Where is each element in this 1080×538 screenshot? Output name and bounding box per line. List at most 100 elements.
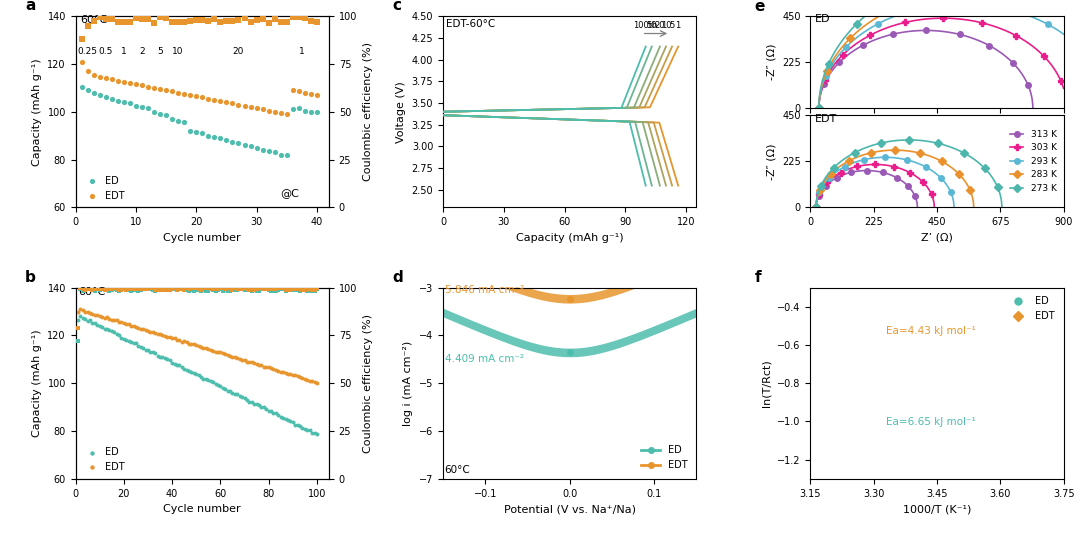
Point	[139, 285, 157, 294]
Point	[248, 287, 266, 295]
Point	[96, 286, 113, 294]
Point	[94, 323, 111, 331]
Point	[159, 355, 176, 364]
Point	[235, 284, 253, 292]
Point	[104, 327, 121, 336]
Point	[139, 327, 157, 335]
Legend: 313 K, 303 K, 293 K, 283 K, 273 K: 313 K, 303 K, 293 K, 283 K, 273 K	[1008, 127, 1059, 196]
Point	[180, 284, 198, 293]
Point	[157, 285, 174, 293]
Point	[245, 359, 262, 367]
Point	[265, 364, 282, 373]
Point	[226, 352, 243, 361]
Point	[265, 285, 282, 294]
Point	[212, 18, 229, 26]
Point	[77, 286, 94, 294]
Point	[176, 337, 193, 345]
Point	[272, 284, 289, 293]
Point	[276, 286, 294, 295]
Point	[274, 284, 292, 293]
Point	[221, 284, 239, 293]
Point	[260, 147, 278, 155]
Point	[308, 430, 325, 438]
Point	[235, 394, 253, 402]
Point	[207, 284, 225, 293]
Point	[274, 285, 292, 294]
Point	[299, 375, 316, 384]
Point	[125, 322, 143, 330]
Point	[132, 325, 149, 334]
Point	[267, 284, 284, 293]
Point	[127, 102, 145, 110]
Y-axis label: Coulombic efficiency (%): Coulombic efficiency (%)	[363, 314, 373, 452]
Point	[127, 322, 145, 331]
Point	[98, 285, 116, 293]
Point	[110, 330, 127, 339]
Point	[306, 287, 323, 296]
Point	[303, 285, 321, 294]
Point	[254, 105, 271, 114]
Text: ED: ED	[814, 15, 831, 24]
Point	[280, 370, 297, 378]
Point	[98, 313, 116, 322]
Point	[284, 286, 301, 294]
X-axis label: Cycle number: Cycle number	[163, 232, 241, 243]
Point	[294, 285, 311, 294]
Point	[149, 330, 166, 338]
Point	[212, 348, 229, 357]
Point	[86, 319, 104, 328]
Point	[274, 368, 292, 377]
Point	[253, 402, 270, 411]
Point	[255, 403, 272, 412]
Point	[219, 351, 237, 359]
Point	[79, 308, 96, 316]
Point	[170, 117, 187, 125]
Point	[180, 287, 198, 295]
Point	[104, 285, 121, 293]
Point	[210, 348, 227, 356]
Text: 20: 20	[233, 47, 244, 55]
Point	[242, 103, 259, 111]
Point	[202, 285, 219, 293]
Point	[217, 285, 234, 294]
Point	[242, 142, 259, 151]
Point	[279, 18, 296, 27]
Point	[296, 106, 313, 115]
Point	[104, 286, 121, 295]
Text: EDT: EDT	[814, 114, 837, 124]
Point	[218, 98, 235, 107]
Point	[229, 390, 246, 398]
Point	[266, 108, 283, 116]
Point	[79, 67, 96, 75]
Point	[205, 95, 222, 104]
Point	[110, 285, 127, 294]
Point	[200, 131, 217, 140]
Point	[245, 400, 262, 408]
Y-axis label: Coulombic efficiency (%): Coulombic efficiency (%)	[363, 43, 373, 181]
Text: @C: @C	[281, 189, 299, 199]
Text: 5: 5	[670, 22, 675, 30]
Point	[100, 315, 118, 323]
Point	[289, 284, 307, 292]
Text: 1: 1	[299, 47, 305, 55]
Point	[291, 13, 308, 22]
Point	[75, 314, 92, 323]
Point	[77, 284, 94, 293]
Point	[73, 57, 91, 66]
Point	[221, 387, 239, 395]
Point	[133, 103, 150, 111]
Text: a: a	[25, 0, 36, 13]
Point	[97, 74, 114, 82]
Point	[121, 18, 138, 27]
Point	[163, 115, 180, 123]
Point	[200, 284, 217, 292]
Point	[166, 284, 184, 293]
Text: 1: 1	[121, 47, 126, 55]
Point	[219, 284, 237, 293]
Point	[178, 366, 195, 374]
Point	[161, 332, 178, 341]
Point	[73, 35, 91, 44]
Point	[85, 70, 103, 79]
Point	[116, 98, 133, 107]
Point	[133, 15, 150, 24]
